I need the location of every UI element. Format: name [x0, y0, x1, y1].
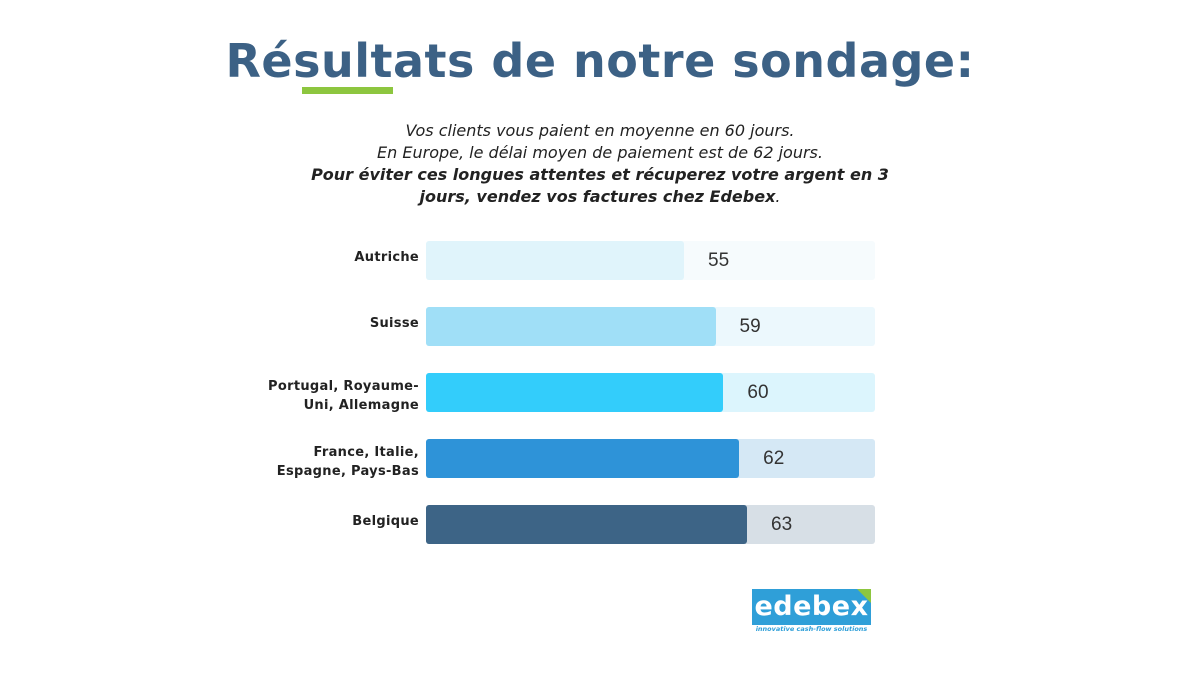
subtitle-line-3: Pour éviter ces longues attentes et récu… — [290, 164, 910, 208]
bar — [426, 439, 740, 478]
edebex-logo[interactable]: edebex — [752, 589, 871, 625]
category-label: Portugal, Royaume- Uni, Allemagne — [268, 379, 419, 413]
title-underline — [302, 87, 393, 94]
logo-tagline: innovative cash-flow solutions — [755, 625, 868, 633]
subtitle-line-2: En Europe, le délai moyen de paiement es… — [377, 143, 823, 162]
data-label: 63 — [771, 514, 793, 535]
logo-corner-accent — [857, 589, 871, 603]
data-label: 62 — [763, 448, 785, 469]
category-label: Suisse — [369, 316, 419, 331]
category-label: Belgique — [352, 514, 419, 529]
category-label: Autriche — [354, 250, 419, 265]
subtitle: Vos clients vous paient en moyenne en 60… — [290, 120, 910, 208]
data-label: 55 — [708, 250, 730, 271]
bar — [426, 505, 747, 544]
subtitle-line-1: Vos clients vous paient en moyenne en 60… — [405, 121, 795, 140]
data-label: 59 — [739, 316, 761, 337]
bar — [426, 373, 724, 412]
logo-text: edebex — [752, 589, 871, 625]
subtitle-line-3-end: . — [775, 187, 781, 206]
subtitle-line-3-bold: Pour éviter ces longues attentes et récu… — [311, 165, 889, 206]
data-label: 60 — [747, 382, 769, 403]
page-title: Résultats de notre sondage: — [225, 34, 975, 88]
bar — [426, 307, 716, 346]
bar — [426, 241, 684, 280]
category-label: France, Italie, Espagne, Pays-Bas — [276, 445, 419, 479]
